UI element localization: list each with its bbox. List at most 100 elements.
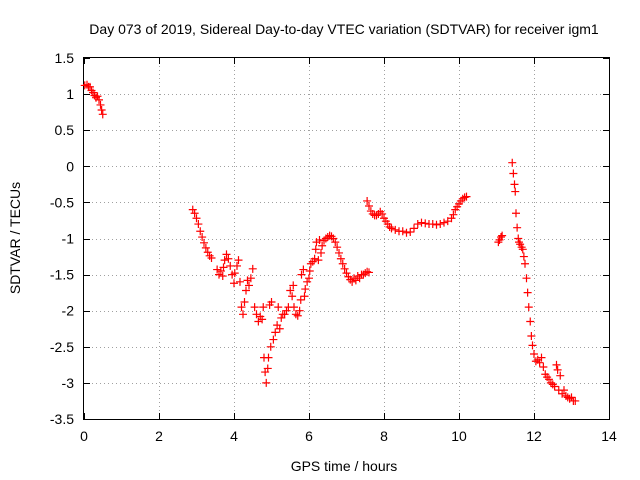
data-point <box>286 286 295 295</box>
x-tick-label: 12 <box>526 428 542 444</box>
y-tick-label: -1 <box>62 231 75 247</box>
data-point <box>531 357 540 366</box>
data-point <box>545 375 553 384</box>
data-point <box>290 303 298 312</box>
data-point <box>449 210 458 219</box>
data-point <box>234 256 243 265</box>
data-point <box>537 353 546 362</box>
data-point <box>288 292 297 301</box>
data-point <box>530 350 538 359</box>
data-point <box>271 328 280 337</box>
data-point <box>254 317 263 326</box>
data-point <box>277 313 286 322</box>
data-point <box>311 245 320 254</box>
data-point <box>378 209 387 218</box>
data-point <box>263 364 272 373</box>
data-point <box>340 264 349 273</box>
data-point <box>203 248 212 257</box>
data-point <box>458 194 467 203</box>
data-point <box>361 269 370 278</box>
data-point <box>194 220 203 229</box>
data-point <box>355 274 364 283</box>
data-point <box>237 303 246 312</box>
data-point <box>226 261 235 270</box>
data-point <box>406 228 415 237</box>
data-point <box>365 268 373 277</box>
data-point <box>86 82 94 91</box>
data-point <box>440 218 448 227</box>
data-point <box>436 220 445 229</box>
data-point <box>215 270 223 279</box>
data-point <box>222 250 231 259</box>
data-point <box>363 267 372 276</box>
data-point <box>310 254 319 263</box>
data-point <box>96 100 105 109</box>
data-point <box>224 254 233 263</box>
x-tick-label: 10 <box>451 428 467 444</box>
data-point <box>497 233 505 242</box>
data-point <box>200 238 208 247</box>
y-tick-label: 1 <box>66 86 74 102</box>
data-point <box>521 259 529 268</box>
plot-frame <box>83 57 610 420</box>
data-point <box>198 233 207 242</box>
data-point <box>432 220 441 229</box>
x-tick-label: 6 <box>305 428 313 444</box>
data-point <box>460 193 469 202</box>
x-tick-label: 0 <box>80 428 88 444</box>
data-point <box>93 92 102 101</box>
y-axis-label: SDTVAR / TECUs <box>7 182 23 294</box>
data-point <box>351 276 360 285</box>
data-point <box>219 263 228 272</box>
data-point <box>527 331 536 340</box>
data-points <box>80 80 580 405</box>
data-point <box>331 238 340 247</box>
data-point <box>363 196 372 205</box>
data-point <box>300 292 309 301</box>
data-point <box>196 227 205 236</box>
data-point <box>220 256 229 265</box>
data-point <box>305 266 314 275</box>
data-point <box>218 272 227 281</box>
y-tick-label: 1.5 <box>55 50 75 66</box>
data-point <box>348 277 357 286</box>
data-point <box>269 335 278 344</box>
data-point <box>498 231 507 240</box>
data-point <box>262 378 271 387</box>
data-point <box>201 243 210 252</box>
data-point <box>264 353 273 362</box>
data-point <box>528 341 537 350</box>
data-point <box>391 225 400 234</box>
data-point <box>571 396 580 405</box>
data-point <box>190 209 199 218</box>
data-point <box>240 298 249 307</box>
data-point <box>387 224 396 233</box>
data-point <box>519 252 528 261</box>
data-point <box>188 205 197 214</box>
y-tick-labels: 1.5 1 0.5 0 -0.5 -1 -1.5 -2 -2.5 -3 -3.5 <box>50 50 74 427</box>
data-point <box>560 386 568 395</box>
data-point <box>524 303 533 312</box>
data-point <box>522 274 531 283</box>
data-point <box>550 382 559 391</box>
data-point <box>552 360 561 369</box>
data-point <box>385 222 394 231</box>
data-point <box>526 317 535 326</box>
data-point <box>333 243 342 252</box>
y-tick-label: -3 <box>62 375 75 391</box>
y-tick-label: -2 <box>62 303 75 319</box>
data-point <box>246 274 255 283</box>
data-point <box>511 187 520 196</box>
axis-ticks <box>84 58 610 420</box>
data-point <box>365 202 373 211</box>
data-point <box>318 241 327 250</box>
data-point <box>230 269 239 278</box>
y-tick-label: 0.5 <box>55 122 75 138</box>
data-point <box>553 365 562 374</box>
data-point <box>297 270 306 279</box>
data-point <box>509 169 518 178</box>
data-point <box>282 306 291 315</box>
data-point <box>299 265 308 274</box>
data-point <box>508 158 517 167</box>
data-point <box>512 209 520 218</box>
